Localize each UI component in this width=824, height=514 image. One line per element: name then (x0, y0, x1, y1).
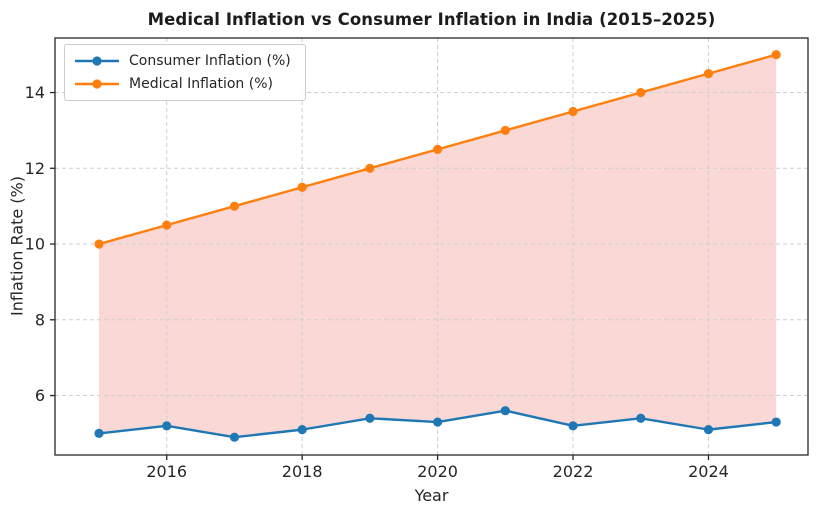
medical-point-2025 (771, 50, 781, 60)
medical-point-2022 (568, 106, 578, 117)
consumer-point-2023 (636, 413, 646, 423)
consumer-point-2021 (500, 406, 510, 416)
medical-point-2020 (432, 144, 443, 154)
consumer-point-2016 (162, 421, 172, 431)
legend-label-consumer: Consumer Inflation (%) (129, 53, 291, 69)
consumer-inflation-series (94, 406, 781, 442)
legend-line-sample-medical (75, 79, 119, 89)
medical-point-2019 (365, 163, 375, 173)
consumer-point-2018 (297, 425, 307, 435)
legend: Consumer Inflation (%) Medical Inflation… (64, 44, 306, 101)
y-tick-label: 10 (25, 235, 45, 254)
medical-point-2018 (297, 182, 307, 192)
medical-point-2024 (703, 69, 714, 79)
legend-item-consumer: Consumer Inflation (%) (74, 53, 291, 69)
y-tick-label: 6 (35, 386, 45, 405)
medical-point-2021 (500, 125, 510, 136)
y-axis-ticks: 6 8 10 12 14 (25, 83, 55, 405)
y-tick-label: 12 (25, 159, 45, 178)
plot-border (54, 37, 809, 456)
medical-point-2016 (162, 220, 172, 230)
y-axis-label: Inflation Rate (%) (7, 176, 27, 316)
legend-item-medical: Medical Inflation (%) (74, 76, 291, 92)
x-tick-label: 2018 (282, 462, 323, 481)
consumer-point-2017 (229, 432, 240, 442)
consumer-point-2019 (365, 413, 375, 423)
x-tick-label: 2024 (688, 462, 729, 481)
medical-point-2023 (636, 87, 646, 98)
x-axis-label: Year (414, 486, 449, 505)
medical-point-2015 (94, 239, 104, 249)
consumer-point-2022 (568, 421, 578, 431)
legend-label-medical: Medical Inflation (%) (129, 76, 273, 92)
fill-between-region (99, 54, 777, 438)
chart-title: Medical Inflation vs Consumer Inflation … (147, 10, 716, 29)
x-axis-ticks: 2016 2018 2020 2022 2024 (146, 455, 729, 481)
medical-point-2017 (229, 201, 240, 211)
consumer-point-2015 (94, 428, 104, 439)
x-tick-label: 2022 (553, 462, 594, 481)
y-tick-label: 14 (25, 83, 45, 102)
x-tick-label: 2016 (146, 462, 187, 481)
x-tick-label: 2020 (417, 462, 458, 481)
y-tick-label: 8 (35, 310, 45, 329)
legend-line-sample-consumer (75, 56, 119, 66)
consumer-point-2020 (432, 417, 443, 427)
medical-inflation-series (94, 50, 781, 249)
consumer-point-2025 (771, 417, 781, 427)
consumer-point-2024 (703, 425, 714, 435)
